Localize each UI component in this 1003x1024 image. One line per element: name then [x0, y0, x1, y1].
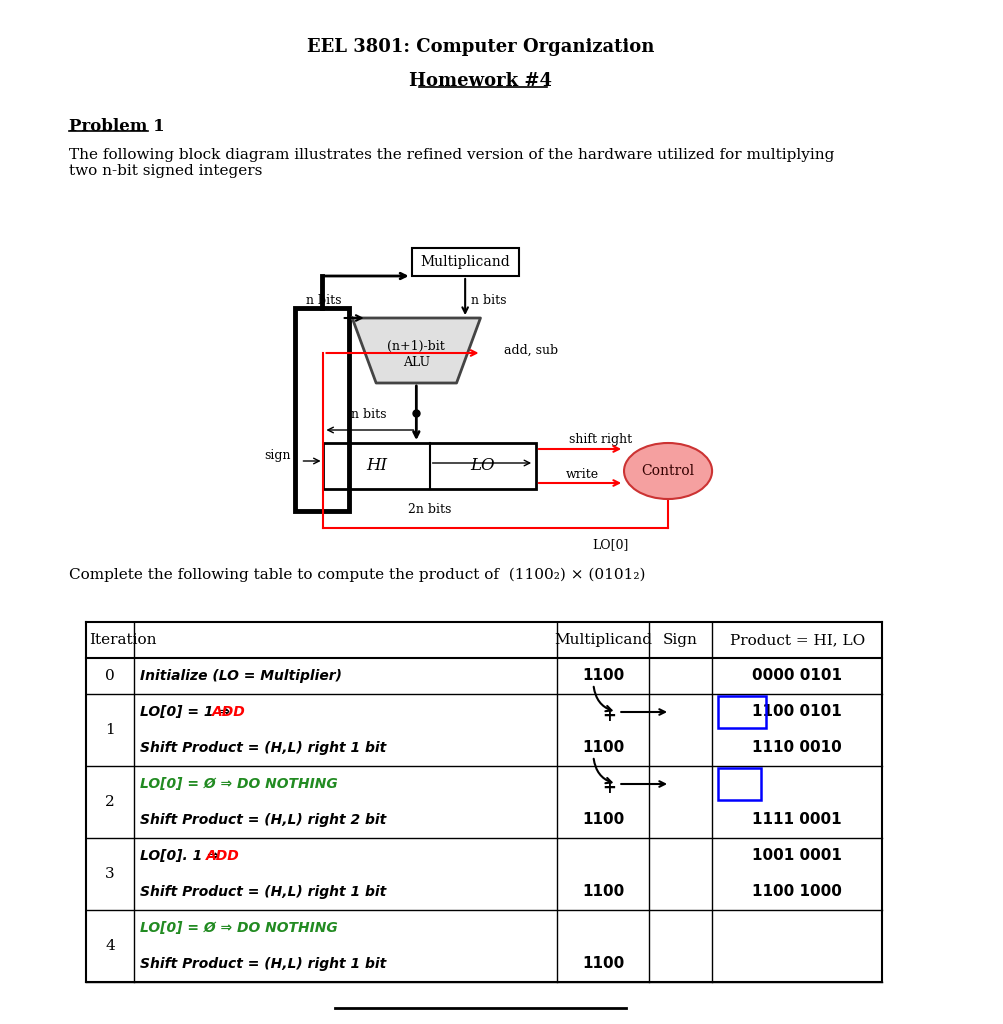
- Text: 1100: 1100: [582, 740, 624, 756]
- Text: Multiplicand: Multiplicand: [420, 255, 510, 269]
- Text: 4: 4: [105, 939, 114, 953]
- Text: 1100 1000: 1100 1000: [751, 885, 842, 899]
- Text: LO[0] = 1 ⇒: LO[0] = 1 ⇒: [139, 705, 235, 719]
- Text: Shift Product = (H,L) right 2 bit: Shift Product = (H,L) right 2 bit: [139, 813, 385, 827]
- Text: Problem 1: Problem 1: [69, 118, 164, 135]
- Text: Initialize (LO = Multiplier): Initialize (LO = Multiplier): [139, 669, 341, 683]
- Text: (n+1)-bit: (n+1)-bit: [387, 340, 444, 352]
- Text: sign: sign: [264, 450, 291, 463]
- Text: 0000 0101: 0000 0101: [751, 669, 842, 683]
- Text: Product = HI, LO: Product = HI, LO: [729, 633, 864, 647]
- Text: 1100: 1100: [582, 885, 624, 899]
- Text: Homework #4: Homework #4: [408, 72, 552, 90]
- Text: 1001 0001: 1001 0001: [751, 849, 842, 863]
- Text: LO[0] = Ø ⇒ DO NOTHING: LO[0] = Ø ⇒ DO NOTHING: [139, 777, 337, 791]
- Text: n bits: n bits: [470, 294, 506, 306]
- FancyBboxPatch shape: [323, 443, 536, 489]
- Text: 2: 2: [105, 795, 114, 809]
- Text: HI: HI: [366, 458, 387, 474]
- Text: 1100 0101: 1100 0101: [751, 705, 842, 720]
- Text: add, sub: add, sub: [504, 343, 558, 356]
- Text: LO[0] = Ø ⇒ DO NOTHING: LO[0] = Ø ⇒ DO NOTHING: [139, 921, 337, 935]
- Text: ADD: ADD: [212, 705, 246, 719]
- Text: Multiplicand: Multiplicand: [554, 633, 651, 647]
- Text: 0: 0: [105, 669, 114, 683]
- Text: Shift Product = (H,L) right 1 bit: Shift Product = (H,L) right 1 bit: [139, 957, 385, 971]
- Text: n bits: n bits: [306, 294, 341, 306]
- FancyBboxPatch shape: [411, 248, 519, 276]
- Text: +: +: [601, 779, 615, 797]
- Text: Shift Product = (H,L) right 1 bit: Shift Product = (H,L) right 1 bit: [139, 741, 385, 755]
- Text: +: +: [601, 707, 615, 725]
- Text: 1: 1: [105, 723, 114, 737]
- Text: Control: Control: [641, 464, 694, 478]
- Text: n bits: n bits: [350, 408, 386, 421]
- Text: Iteration: Iteration: [89, 633, 156, 647]
- Text: LO[0]. 1 ⇒: LO[0]. 1 ⇒: [139, 849, 223, 863]
- Text: 1100: 1100: [582, 669, 624, 683]
- Text: 1100: 1100: [582, 812, 624, 827]
- Text: 1111 0001: 1111 0001: [751, 812, 842, 827]
- Text: write: write: [565, 468, 598, 481]
- Text: Shift Product = (H,L) right 1 bit: Shift Product = (H,L) right 1 bit: [139, 885, 385, 899]
- Ellipse shape: [624, 443, 711, 499]
- Text: LO[0]: LO[0]: [592, 538, 628, 551]
- Text: Sign: Sign: [662, 633, 697, 647]
- Text: LO: LO: [470, 458, 494, 474]
- Polygon shape: [352, 318, 480, 383]
- Text: shift right: shift right: [569, 432, 632, 445]
- Text: ADD: ADD: [206, 849, 240, 863]
- Text: The following block diagram illustrates the refined version of the hardware util: The following block diagram illustrates …: [69, 148, 833, 178]
- Text: 1100: 1100: [582, 956, 624, 972]
- Text: 2n bits: 2n bits: [407, 503, 451, 516]
- Text: 1110 0010: 1110 0010: [751, 740, 842, 756]
- Text: EEL 3801: Computer Organization: EEL 3801: Computer Organization: [307, 38, 654, 56]
- Text: 3: 3: [105, 867, 114, 881]
- Text: ALU: ALU: [402, 355, 429, 369]
- Text: Complete the following table to compute the product of  (1100₂) × (0101₂): Complete the following table to compute …: [69, 568, 645, 583]
